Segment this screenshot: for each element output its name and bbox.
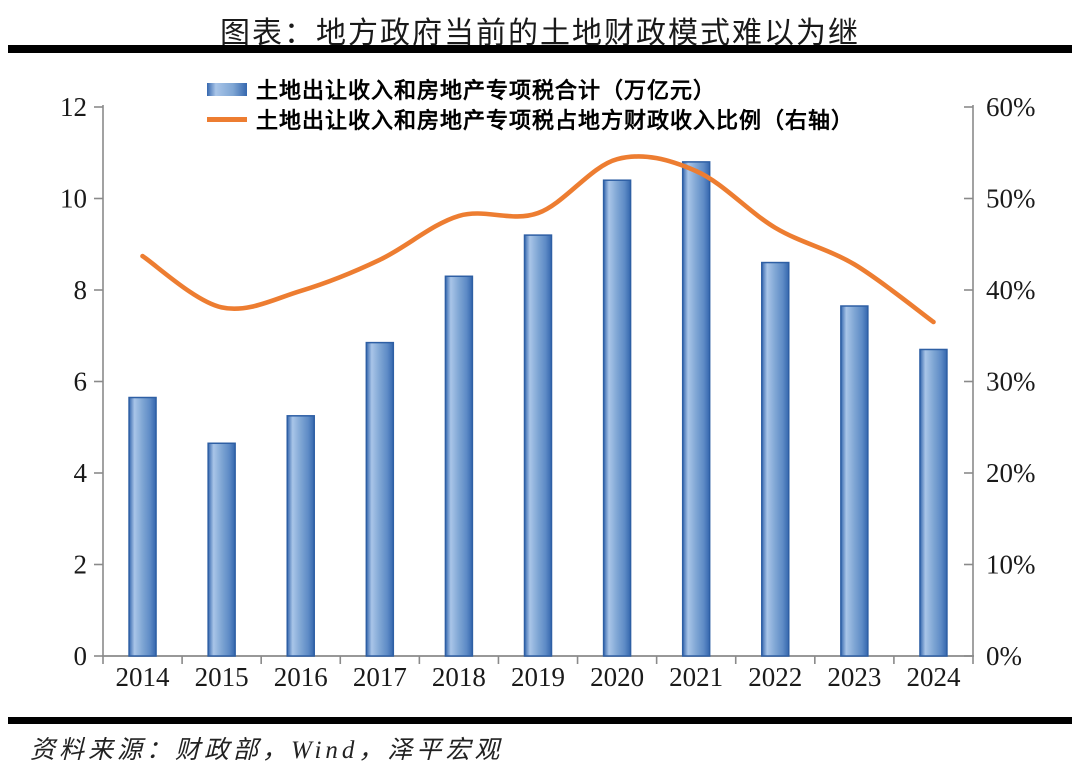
x-axis-category-label: 2015 (195, 662, 249, 692)
x-axis-category-label: 2024 (906, 662, 961, 692)
x-axis-category-label: 2016 (274, 662, 328, 692)
line-series-label: 土地出让收入和房地产专项税占地方财政收入比例（右轴） (256, 108, 855, 133)
bar-2019 (523, 234, 553, 657)
right-axis-tick-label: 10% (986, 550, 1036, 580)
right-axis-tick-label: 50% (986, 184, 1036, 214)
left-axis-tick-label: 8 (74, 275, 88, 305)
x-axis-category-label: 2017 (353, 662, 407, 692)
title-divider (8, 45, 1072, 53)
bar-2017 (365, 341, 395, 657)
right-axis-tick-label: 30% (986, 367, 1036, 397)
bar-2016 (286, 415, 315, 657)
left-axis-tick-label: 2 (74, 550, 88, 580)
bar-2022 (761, 261, 790, 657)
footer-divider (8, 717, 1072, 724)
right-axis-tick-label: 0% (986, 641, 1022, 671)
chart-title: 图表：地方政府当前的土地财政模式难以为继 (220, 17, 860, 50)
bar-2018 (444, 275, 474, 657)
left-axis-tick-label: 4 (74, 458, 88, 488)
x-axis-category-label: 2019 (511, 662, 565, 692)
x-axis-category-label: 2023 (827, 662, 881, 692)
bar-2021 (681, 161, 711, 657)
right-axis-tick-label: 40% (986, 275, 1036, 305)
legend-row-bar-series: 土地出让收入和房地产专项税合计（万亿元） (207, 74, 854, 104)
x-axis-category-label: 2021 (669, 662, 723, 692)
x-axis-category-label: 2022 (748, 662, 802, 692)
bar-2024 (919, 348, 948, 657)
bar-2014 (128, 396, 157, 657)
x-axis-category-label: 2014 (116, 662, 171, 692)
right-axis-tick-label: 60% (986, 92, 1036, 122)
bar-series-label: 土地出让收入和房地产专项税合计（万亿元） (256, 78, 717, 103)
x-axis-category-label: 2018 (432, 662, 486, 692)
line-series-swatch-icon (207, 116, 247, 122)
right-axis-tick-label: 20% (986, 458, 1036, 488)
bar-2023 (840, 305, 869, 657)
chart-legend: 土地出让收入和房地产专项税合计（万亿元） 土地出让收入和房地产专项税占地方财政收… (207, 74, 854, 134)
bar-2015 (207, 442, 236, 657)
bar-2020 (602, 179, 632, 657)
left-axis-tick-label: 12 (60, 92, 87, 122)
legend-row-line-series: 土地出让收入和房地产专项税占地方财政收入比例（右轴） (207, 104, 854, 134)
left-axis-tick-label: 6 (74, 367, 88, 397)
left-axis-tick-label: 0 (74, 641, 88, 671)
x-axis-category-label: 2020 (590, 662, 644, 692)
left-axis-tick-label: 10 (60, 184, 87, 214)
source-note: 资料来源：财政部，Wind，泽平宏观 (30, 737, 504, 764)
bar-series-swatch-icon (207, 82, 247, 96)
ratio-line (140, 154, 936, 325)
